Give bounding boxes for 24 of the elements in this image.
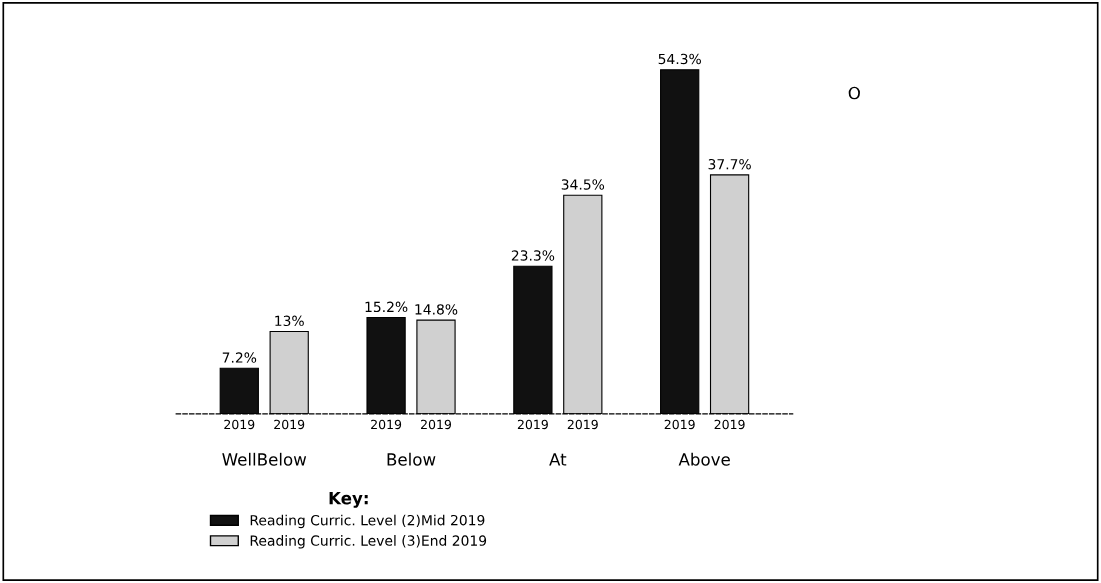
x-tick-label: Above (678, 452, 730, 466)
data-label: 7.2% (222, 352, 257, 363)
x-tick-label: WellBelow (222, 452, 307, 466)
data-label: 13% (275, 315, 304, 327)
data-label: 23.3% (511, 250, 555, 261)
data-label: 54.3% (658, 53, 701, 65)
x-tick-label: Below (387, 452, 436, 466)
data-label: 15.2% (365, 301, 408, 313)
data-label: 37.7% (708, 158, 751, 170)
text: 2019 (517, 419, 548, 430)
data-label: 34.5% (561, 179, 605, 190)
text: 2019 (421, 419, 452, 430)
x-tick-label: At (549, 453, 567, 466)
text: 2019 (224, 419, 255, 430)
legend-title: Key: (329, 492, 368, 508)
text: 2019 (567, 419, 598, 430)
legend-label: Reading Curric. Level (2)Mid 2019 (250, 514, 485, 529)
text: 2019 (714, 419, 745, 430)
text: 2019 (371, 419, 402, 430)
text: 2019 (664, 419, 695, 430)
data-label: 14.8% (415, 304, 458, 315)
legend-label: Reading Curric. Level (3)End 2019 (250, 535, 487, 549)
text: 2019 (274, 419, 305, 430)
text: O (848, 86, 860, 100)
